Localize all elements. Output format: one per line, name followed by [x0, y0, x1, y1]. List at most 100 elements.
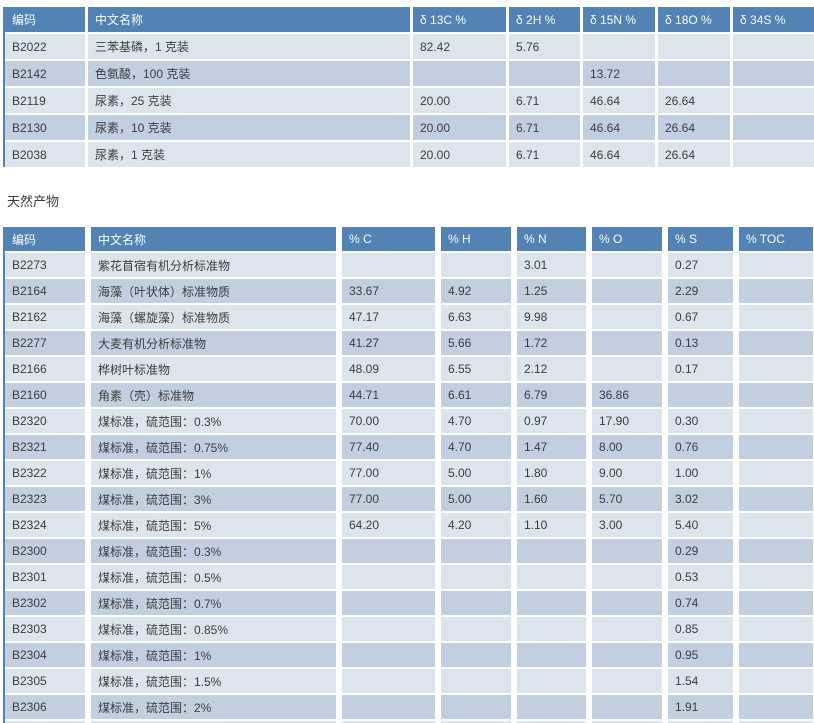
table-cell: 0.67: [668, 305, 733, 329]
table-cell: 26.64: [658, 142, 730, 167]
table-cell: [739, 539, 813, 563]
table-cell: 6.55: [441, 357, 511, 381]
table-cell: 海藻（叶状体）标准物质: [91, 279, 336, 303]
partial-row-cell: [517, 721, 586, 723]
table-cell: [441, 669, 511, 693]
table-cell: [739, 487, 813, 511]
table-cell: [441, 565, 511, 589]
table-cell: 9.98: [517, 305, 586, 329]
table-cell: [739, 331, 813, 355]
table-cell: 1.00: [668, 461, 733, 485]
table-cell: 煤标准，硫范围：0.5%: [91, 565, 336, 589]
table-cell: [342, 253, 435, 277]
table-cell: B2119: [5, 88, 85, 113]
table-cell: 1.91: [668, 695, 733, 719]
table-cell: B2273: [5, 253, 85, 277]
table-cell: 2.29: [668, 279, 733, 303]
table-cell: [733, 34, 814, 59]
table-cell: [592, 539, 662, 563]
table-cell: 9.00: [592, 461, 662, 485]
table-cell: 5.66: [441, 331, 511, 355]
table-cell: 2.12: [517, 357, 586, 381]
table-cell: 尿素，10 克装: [88, 115, 410, 140]
table-cell: [739, 591, 813, 615]
table-cell: 0.27: [668, 253, 733, 277]
partial-row-cell: [91, 721, 336, 723]
table-cell: [739, 513, 813, 537]
table-cell: [592, 331, 662, 355]
table-cell: 4.20: [441, 513, 511, 537]
table-cell: [517, 539, 586, 563]
header-cell: δ 13C %: [413, 7, 506, 32]
table-cell: 煤标准，硫范围：1%: [91, 643, 336, 667]
table-cell: B2323: [5, 487, 85, 511]
table-cell: 5.40: [668, 513, 733, 537]
table-cell: 1.25: [517, 279, 586, 303]
table-cell: 煤标准，硫范围：0.7%: [91, 591, 336, 615]
table-cell: B2300: [5, 539, 85, 563]
table-cell: 36.86: [592, 383, 662, 407]
table-cell: [517, 695, 586, 719]
table-cell: B2303: [5, 617, 85, 641]
table-cell: 1.47: [517, 435, 586, 459]
table-cell: 47.17: [342, 305, 435, 329]
table-cell: 20.00: [413, 142, 506, 167]
table-cell: B2162: [5, 305, 85, 329]
table-cell: [509, 61, 580, 86]
partial-row-cell: [668, 721, 733, 723]
header-cell: δ 2H %: [509, 7, 580, 32]
table-cell: 4.70: [441, 435, 511, 459]
table-cell: [658, 61, 730, 86]
table-cell: [517, 669, 586, 693]
table-cell: [342, 617, 435, 641]
table-cell: [441, 539, 511, 563]
table-cell: 桦树叶标准物: [91, 357, 336, 381]
table-cell: [739, 409, 813, 433]
header-cell: 编码: [5, 227, 85, 251]
table-cell: 20.00: [413, 115, 506, 140]
table-cell: 煤标准，硫范围：0.75%: [91, 435, 336, 459]
table-cell: 1.80: [517, 461, 586, 485]
table-cell: 1.60: [517, 487, 586, 511]
header-cell: % O: [592, 227, 662, 251]
table-cell: [733, 142, 814, 167]
header-cell: % S: [668, 227, 733, 251]
table-cell: [592, 695, 662, 719]
table-cell: 46.64: [583, 115, 655, 140]
table-cell: 3.02: [668, 487, 733, 511]
table-cell: [342, 565, 435, 589]
table-cell: 4.70: [441, 409, 511, 433]
table-cell: 0.53: [668, 565, 733, 589]
header-cell: δ 34S %: [733, 7, 814, 32]
table-cell: [739, 305, 813, 329]
table-cell: B2166: [5, 357, 85, 381]
table-cell: B2038: [5, 142, 85, 167]
table-cell: 煤标准，硫范围：0.3%: [91, 409, 336, 433]
header-cell: % H: [441, 227, 511, 251]
table-cell: 17.90: [592, 409, 662, 433]
table-cell: 煤标准，硫范围：1%: [91, 461, 336, 485]
table-cell: 26.64: [658, 115, 730, 140]
table-cell: 1.54: [668, 669, 733, 693]
table-cell: 1.72: [517, 331, 586, 355]
table-cell: [441, 253, 511, 277]
table-cell: 0.17: [668, 357, 733, 381]
table-cell: 70.00: [342, 409, 435, 433]
partial-row-cell: [441, 721, 511, 723]
partial-row-cell: [342, 721, 435, 723]
table-cell: 0.97: [517, 409, 586, 433]
table-cell: 0.95: [668, 643, 733, 667]
table-cell: [739, 695, 813, 719]
table-cell: 3.01: [517, 253, 586, 277]
table-cell: B2277: [5, 331, 85, 355]
table-cell: 0.30: [668, 409, 733, 433]
table-cell: [733, 88, 814, 113]
table-cell: 82.42: [413, 34, 506, 59]
table-cell: 煤标准，硫范围：2%: [91, 695, 336, 719]
table-cell: 46.64: [583, 142, 655, 167]
natural-products-table: 编码 中文名称% C% H% N% O% S% TOC B2273 紫花苜宿有机分析标…: [3, 227, 814, 723]
table-cell: [739, 435, 813, 459]
table-cell: 尿素，25 克装: [88, 88, 410, 113]
table-cell: 5.76: [509, 34, 580, 59]
table-cell: 3.00: [592, 513, 662, 537]
